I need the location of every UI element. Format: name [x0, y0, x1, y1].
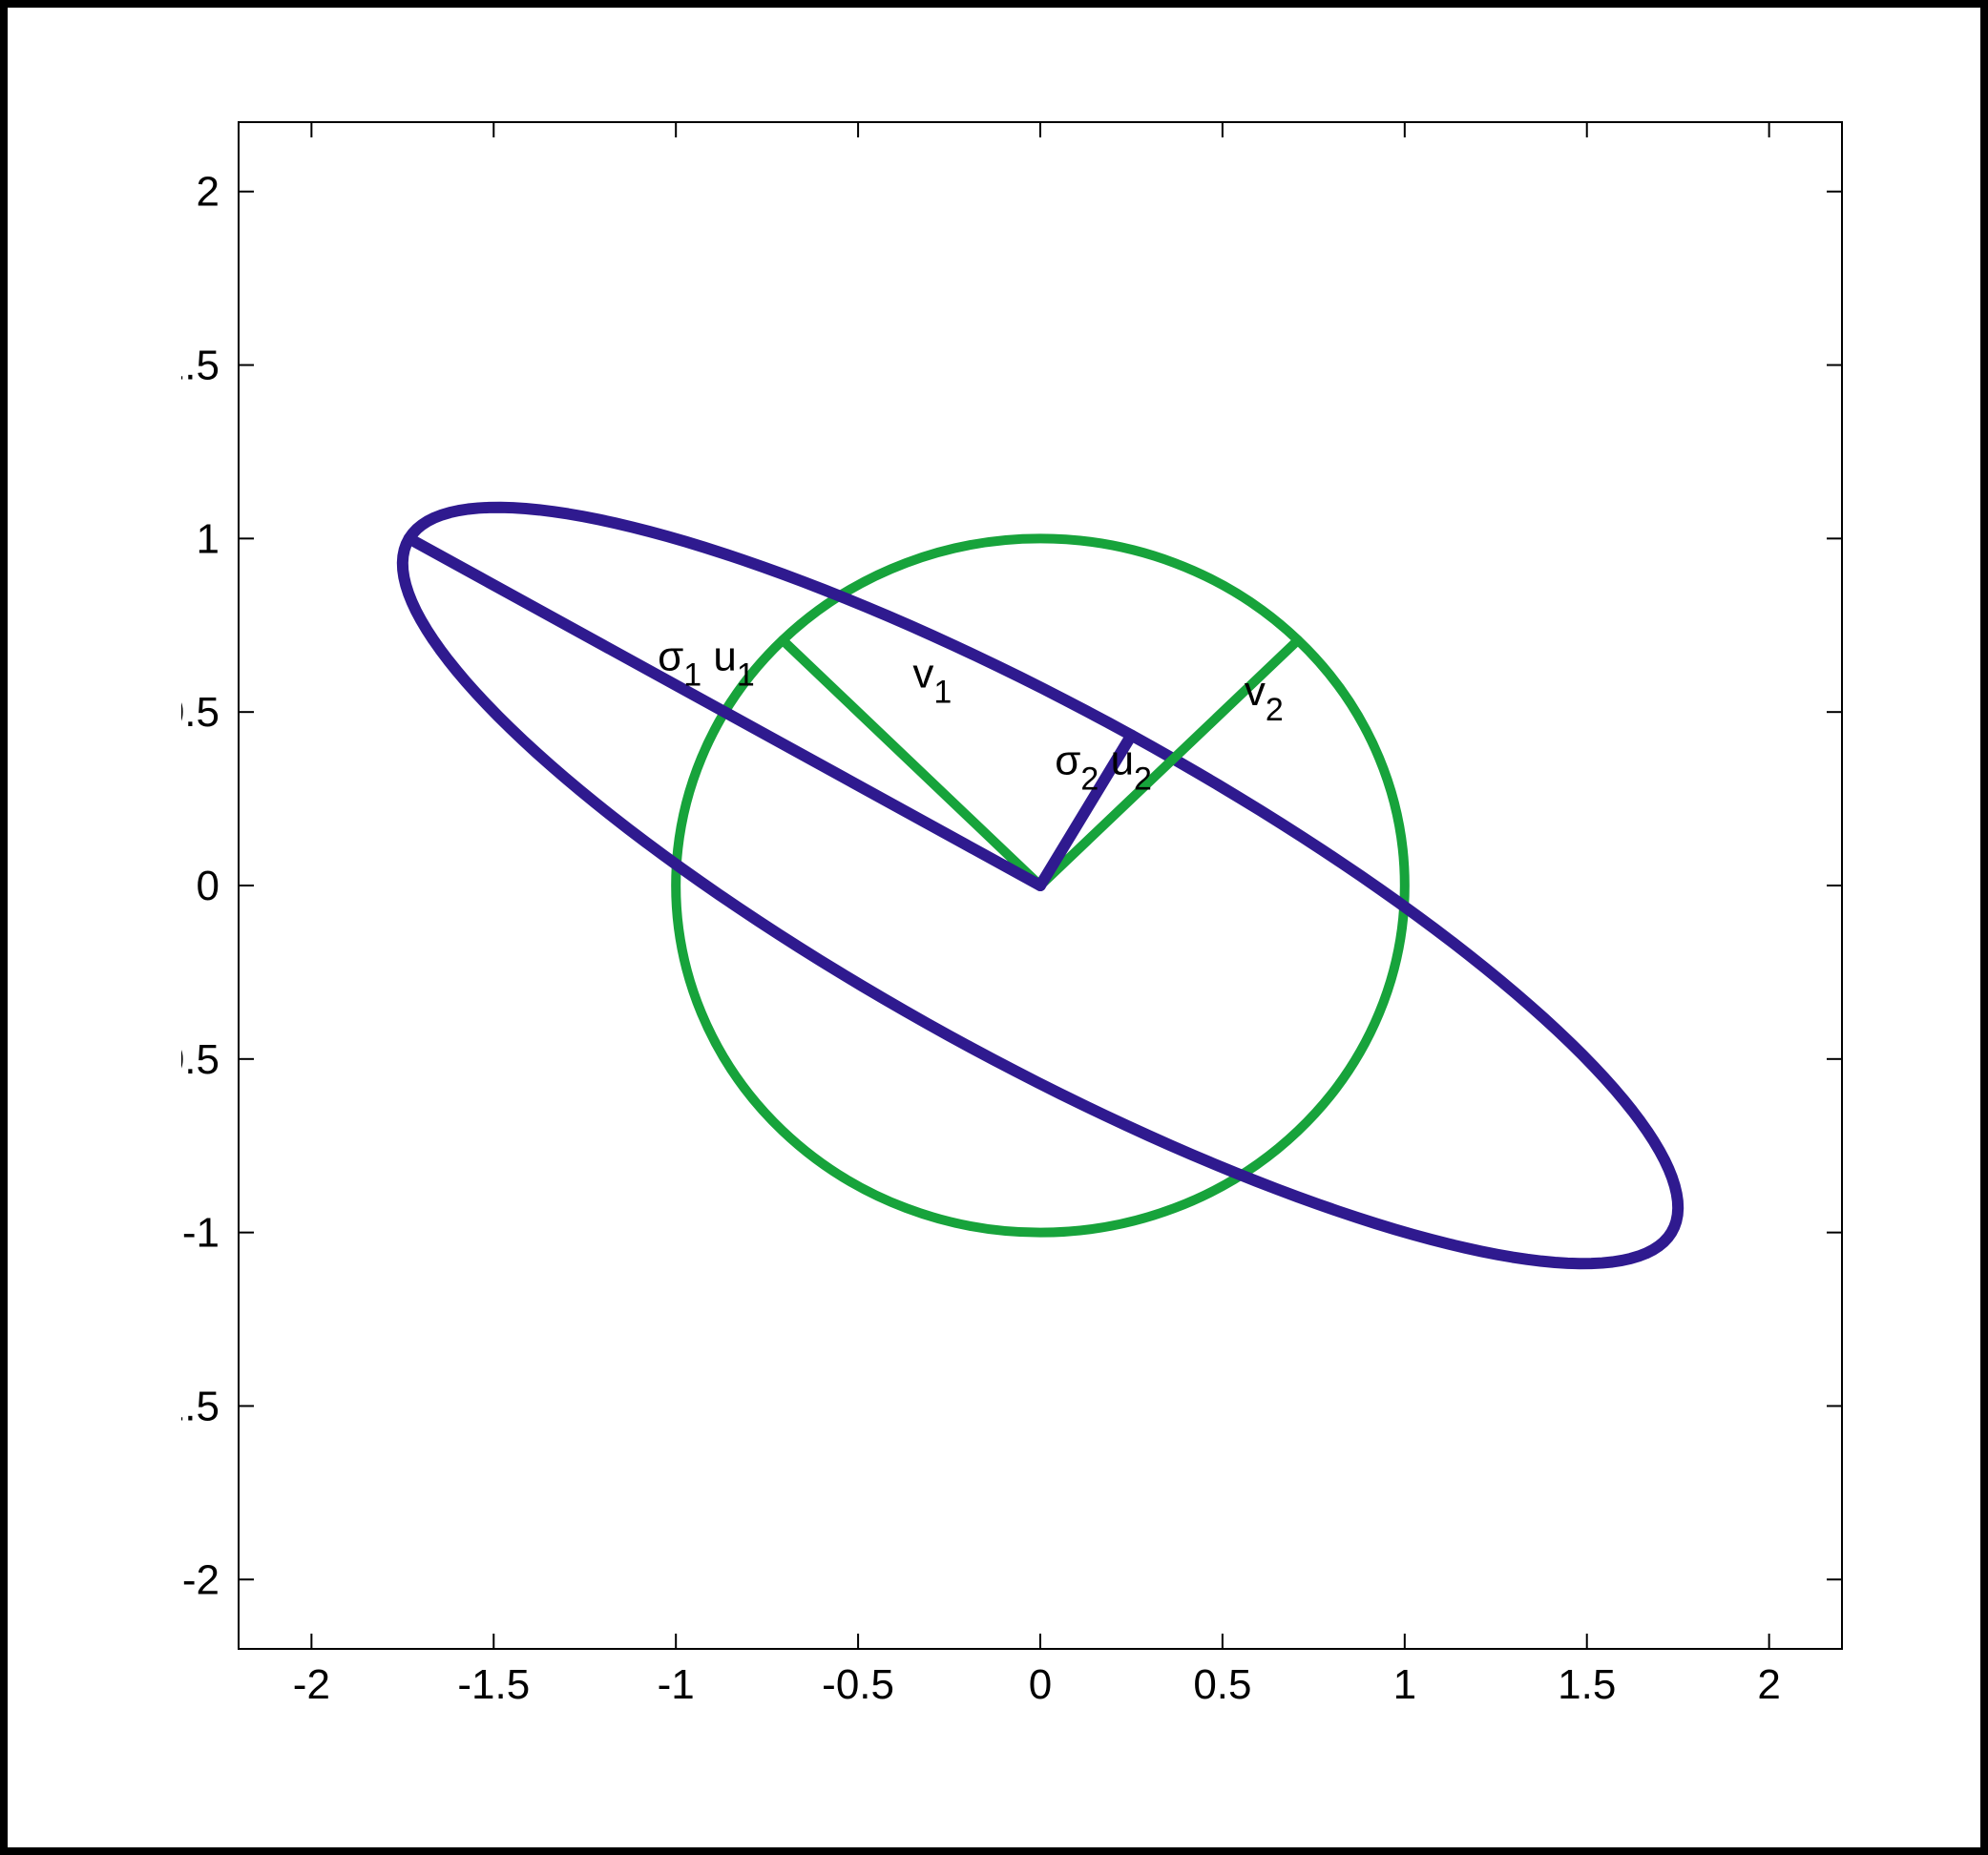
y-tick-label: 0.5 [181, 689, 220, 736]
y-tick-label: -1 [182, 1210, 220, 1257]
x-tick-label: 1.5 [1558, 1661, 1616, 1708]
x-tick-label: -1 [658, 1661, 695, 1708]
y-tick-label: 1.5 [181, 343, 220, 389]
label-v1: v1 [912, 651, 952, 711]
x-tick-label: 2 [1757, 1661, 1780, 1708]
outer-frame: -2 -1.5 -1 -0.5 0 0.5 1 1.5 2 -2 -1.5 -1 -0.5 0 0.5 1 1.… [0, 0, 1988, 1855]
x-tick-label: -2 [293, 1661, 330, 1708]
x-tick-label: 0 [1029, 1661, 1052, 1708]
y-tick-label: 0 [197, 863, 220, 909]
vector-sigma1-u1 [409, 538, 1040, 886]
plot-area: -2 -1.5 -1 -0.5 0 0.5 1 1.5 2 -2 -1.5 -1 -0.5 0 0.5 1 1.… [181, 65, 1899, 1725]
y-tick-label: -0.5 [181, 1036, 220, 1083]
x-tick-label: -1.5 [457, 1661, 530, 1708]
x-tick-label: 0.5 [1193, 1661, 1251, 1708]
y-tick-label: 2 [197, 169, 220, 216]
x-tick-label: -0.5 [822, 1661, 894, 1708]
plot-svg: -2 -1.5 -1 -0.5 0 0.5 1 1.5 2 -2 -1.5 -1 -0.5 0 0.5 1 1.… [181, 65, 1899, 1725]
y-tick-label: 1 [197, 515, 220, 562]
y-tick-label: -2 [182, 1556, 220, 1603]
y-tick-label: -1.5 [181, 1383, 220, 1429]
x-tick-label: 1 [1393, 1661, 1416, 1708]
label-v2: v2 [1245, 668, 1284, 728]
